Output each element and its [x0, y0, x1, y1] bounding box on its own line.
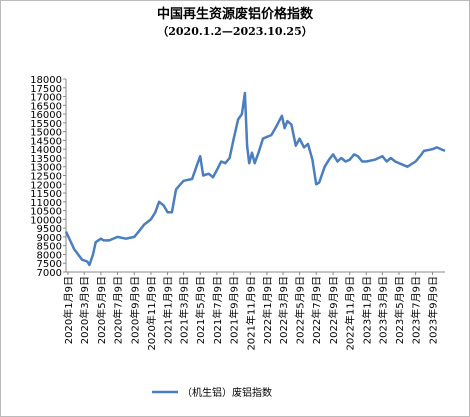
- y-tick-label: 10500: [30, 207, 62, 218]
- chart-subtitle: （2020.1.2—2023.10.25）: [157, 25, 312, 38]
- x-tick-label: 2023年3月9日: [376, 276, 389, 344]
- x-tick-label: 2022年7月9日: [310, 276, 323, 344]
- x-tick-label: 2022年11月9日: [344, 276, 357, 351]
- x-tick-label: 2020年5月9日: [95, 276, 108, 344]
- x-tick-label: 2023年5月9日: [393, 276, 406, 344]
- x-tick-label: 2022年3月9日: [277, 276, 290, 344]
- y-tick-label: 18000: [30, 75, 62, 86]
- y-tick-label: 13000: [30, 163, 62, 174]
- y-tick-label: 14000: [30, 145, 62, 156]
- x-tick-label: 2022年1月9日: [261, 276, 274, 344]
- x-tick-label: 2021年9月9日: [228, 276, 241, 344]
- x-tick-label: 2023年1月9日: [360, 276, 373, 344]
- y-tick-label: 9500: [37, 224, 62, 235]
- x-tick-label: 2021年11月9日: [244, 276, 257, 351]
- y-tick-label: 15500: [30, 119, 62, 130]
- y-tick-label: 14500: [30, 136, 62, 147]
- y-tick-label: 16000: [30, 110, 62, 121]
- x-tick-label: 2021年7月9日: [211, 276, 224, 344]
- y-tick-label: 15000: [30, 128, 62, 139]
- y-tick-label: 11500: [30, 189, 62, 200]
- x-tick-label: 2021年5月9日: [194, 276, 207, 344]
- y-tick-label: 10000: [30, 215, 62, 226]
- y-tick-label: 11000: [30, 198, 62, 209]
- chart-title: 中国再生资源废铝价格指数: [157, 6, 314, 22]
- y-tick-label: 17000: [30, 93, 62, 104]
- y-tick-label: 8500: [37, 242, 62, 253]
- x-tick-label: 2022年5月9日: [294, 276, 307, 344]
- legend-label: （机生铝）废铝指数: [182, 386, 272, 399]
- y-tick-label: 7000: [37, 268, 62, 279]
- x-tick-label: 2022年9月9日: [327, 276, 340, 344]
- x-tick-label: 2020年1月9日: [62, 276, 75, 344]
- y-tick-label: 12500: [30, 172, 62, 183]
- x-tick-label: 2023年9月9日: [426, 276, 439, 344]
- x-tick-label: 2020年9月9日: [128, 276, 141, 344]
- y-tick-label: 8000: [37, 250, 62, 261]
- x-tick-label: 2021年3月9日: [178, 276, 191, 344]
- x-tick-label: 2020年11月9日: [145, 276, 158, 351]
- x-tick-label: 2020年7月9日: [111, 276, 124, 344]
- data-line: [64, 91, 446, 267]
- y-tick-label: 13500: [30, 154, 62, 165]
- x-tick-label: 2021年1月9日: [162, 276, 175, 344]
- y-tick-label: 16500: [30, 101, 62, 112]
- x-tick-label: 2020年3月9日: [78, 276, 91, 344]
- y-tick-label: 9000: [37, 233, 62, 244]
- y-tick-label: 7500: [37, 259, 62, 270]
- y-tick-label: 17500: [30, 84, 62, 95]
- y-tick-label: 12000: [30, 180, 62, 191]
- x-tick-label: 2023年7月9日: [410, 276, 423, 344]
